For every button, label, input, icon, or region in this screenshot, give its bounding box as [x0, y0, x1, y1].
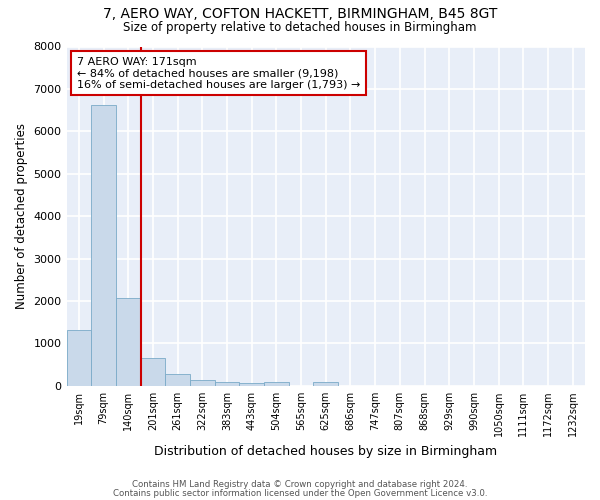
Text: 7, AERO WAY, COFTON HACKETT, BIRMINGHAM, B45 8GT: 7, AERO WAY, COFTON HACKETT, BIRMINGHAM,…	[103, 8, 497, 22]
Text: Contains public sector information licensed under the Open Government Licence v3: Contains public sector information licen…	[113, 489, 487, 498]
Bar	[264, 382, 289, 386]
Bar	[91, 105, 116, 386]
Bar	[116, 298, 140, 386]
Bar	[239, 382, 264, 386]
Bar	[165, 374, 190, 386]
Text: Contains HM Land Registry data © Crown copyright and database right 2024.: Contains HM Land Registry data © Crown c…	[132, 480, 468, 489]
Y-axis label: Number of detached properties: Number of detached properties	[15, 123, 28, 309]
Text: Size of property relative to detached houses in Birmingham: Size of property relative to detached ho…	[123, 21, 477, 34]
Text: 7 AERO WAY: 171sqm
← 84% of detached houses are smaller (9,198)
16% of semi-deta: 7 AERO WAY: 171sqm ← 84% of detached hou…	[77, 56, 360, 90]
Bar	[190, 380, 215, 386]
Bar	[215, 382, 239, 386]
Bar	[67, 330, 91, 386]
X-axis label: Distribution of detached houses by size in Birmingham: Distribution of detached houses by size …	[154, 444, 497, 458]
Bar	[140, 358, 165, 386]
Bar	[313, 382, 338, 386]
